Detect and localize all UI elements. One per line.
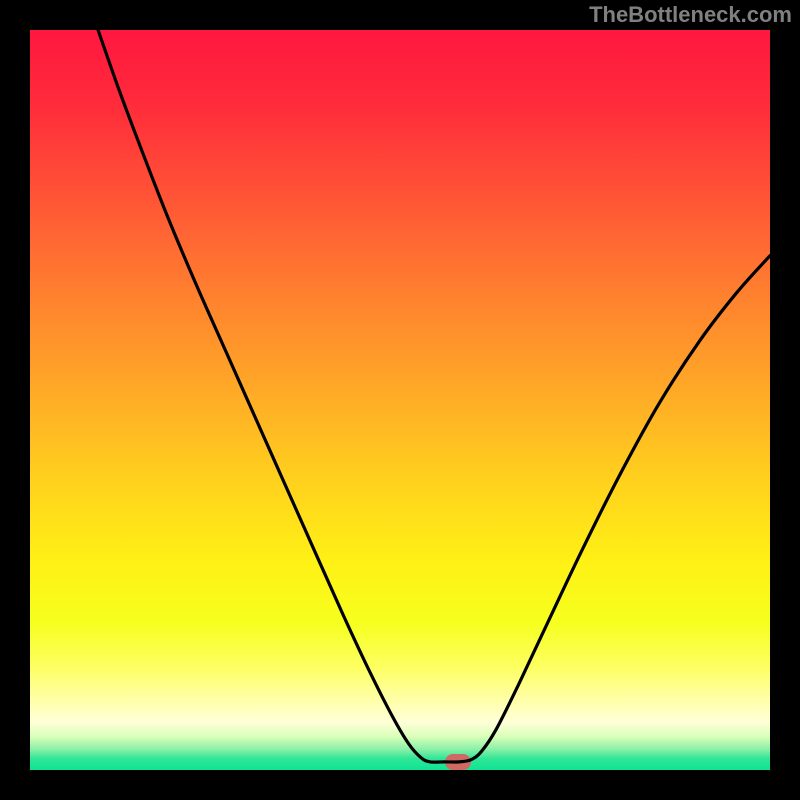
watermark-text: TheBottleneck.com [589, 2, 792, 28]
chart-canvas: { "watermark": { "text": "TheBottleneck.… [0, 0, 800, 800]
curve-path [98, 30, 770, 762]
plot-area [30, 30, 770, 770]
bottleneck-curve [30, 30, 770, 770]
